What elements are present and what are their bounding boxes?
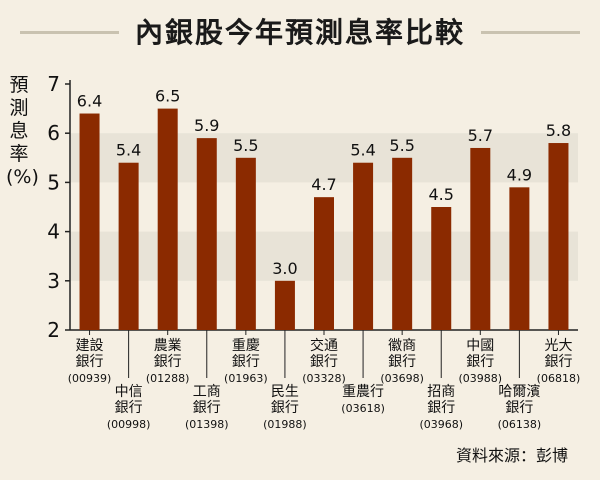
value-label: 4.9 [507,165,532,184]
chart-title: 內銀股今年預測息率比較 [118,11,481,51]
x-category-label: (03328) [302,372,346,385]
x-category-label: 銀行 [76,354,104,370]
x-category-label: 招商 [427,384,455,400]
x-category-label: 銀行 [232,354,260,370]
x-category-label: 中信 [115,384,143,400]
x-category-label: 銀行 [427,400,455,416]
value-label: 3.0 [272,259,297,278]
x-category-label: 徽商 [388,338,416,354]
x-category-label: (03968) [419,418,463,431]
title-band: 內銀股今年預測息率比較 [0,0,600,62]
y-tick-label: 2 [47,318,60,342]
bar [548,143,569,330]
value-label: 4.5 [429,185,454,204]
value-label: 5.8 [546,121,571,140]
bar [392,157,413,330]
source-note: 資料來源：彭博 [455,446,568,465]
bar [314,197,334,330]
value-label: 5.5 [233,136,258,155]
value-label: 5.9 [194,116,219,135]
bar [509,187,530,330]
x-category-label: 農業 [154,338,182,354]
x-category-label: 中國 [466,338,494,354]
y-tick-label: 5 [47,170,60,194]
x-category-label: (01963) [224,372,268,385]
x-category-label: 銀行 [505,400,533,416]
value-label: 5.5 [389,136,414,155]
x-category-label: 民生 [271,384,299,400]
x-category-label: 交通 [310,337,338,354]
x-category-label: (06138) [498,418,542,431]
x-category-label: 光大 [544,338,572,354]
x-category-label: 銀行 [115,400,143,416]
x-category-label: 銀行 [154,354,182,370]
value-label: 6.4 [77,92,102,111]
x-category-label: 銀行 [544,354,572,370]
y-tick-label: 7 [47,72,60,96]
bar [157,108,178,330]
x-category-label: 重農行 [342,384,384,400]
x-category-label: 銀行 [193,400,221,416]
value-label: 5.4 [116,141,141,160]
y-tick-label: 6 [47,121,60,145]
bar [353,162,374,330]
x-category-label: (00998) [107,418,151,431]
x-category-label: (01988) [263,418,307,431]
bar [235,157,256,330]
y-tick-label: 4 [47,220,60,244]
value-label: 5.4 [350,141,375,160]
x-category-label: 哈爾濱 [498,384,540,400]
bar [431,207,452,330]
value-label: 4.7 [311,175,336,194]
x-category-label: 銀行 [310,354,338,370]
bar [79,113,100,331]
x-category-label: 銀行 [466,354,494,370]
y-axis-label: 預測息率(%) [6,74,39,188]
x-category-label: (03698) [380,372,424,385]
x-category-label: (01398) [185,418,229,431]
x-category-label: (00939) [68,372,112,385]
x-category-label: 銀行 [271,400,299,416]
x-category-label: 銀行 [388,354,416,370]
grid-band [70,133,578,183]
value-label: 5.7 [468,126,493,145]
bar [470,147,491,330]
x-category-label: 工商 [193,384,221,400]
x-category-label: (06818) [537,372,581,385]
bar [274,280,295,330]
value-label: 6.5 [155,87,180,106]
x-category-label: 重慶 [232,338,260,354]
x-category-label: (03988) [459,372,503,385]
y-tick-label: 3 [47,269,60,293]
bar [196,138,217,330]
x-category-label: 建設 [76,338,104,354]
bar [118,162,139,330]
x-category-label: (03618) [341,402,385,415]
x-category-label: (01288) [146,372,190,385]
